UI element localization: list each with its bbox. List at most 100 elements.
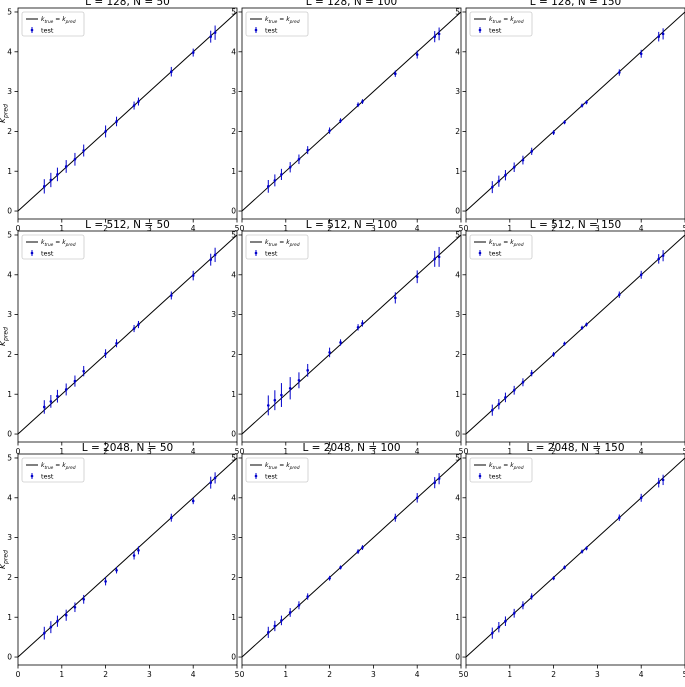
y-tick-label: 0 [455, 430, 460, 439]
x-tick-label: 3 [371, 447, 376, 456]
y-tick-label: 5 [455, 8, 460, 17]
y-tick-label: 0 [231, 430, 236, 439]
data-point [521, 380, 525, 384]
subplot-2-1: L = 512, N = 50012345012345kpredktrue = … [0, 219, 240, 456]
x-tick-label: 0 [464, 224, 469, 233]
legend-test-label: test [489, 473, 502, 481]
y-tick-label: 2 [455, 350, 460, 359]
y-tick-label: 4 [231, 493, 236, 502]
data-point [339, 341, 342, 344]
legend-test-label: test [489, 250, 502, 258]
test-series [42, 247, 217, 414]
identity-line [17, 234, 238, 435]
data-point [639, 496, 643, 500]
y-tick-label: 2 [231, 573, 236, 582]
data-point [42, 631, 46, 635]
identity-line [17, 457, 238, 658]
legend-box [469, 457, 533, 483]
data-point [104, 130, 107, 133]
data-point [49, 178, 53, 182]
y-tick-label: 1 [7, 390, 12, 399]
y-tick-label: 3 [7, 533, 12, 542]
legend-box [21, 234, 85, 260]
y-tick-label: 1 [7, 613, 12, 622]
legend-point-swatch [478, 251, 482, 255]
test-series [42, 472, 217, 640]
data-point [137, 100, 140, 103]
x-tick-label: 4 [191, 447, 196, 456]
y-axis-label: kpred [0, 327, 10, 346]
y-tick-label: 3 [231, 533, 236, 542]
data-point [288, 165, 292, 169]
axes-frame [241, 230, 462, 443]
data-point [137, 549, 140, 552]
y-tick-label: 1 [455, 167, 460, 176]
data-point [512, 611, 516, 615]
data-point [82, 369, 85, 373]
x-tick-label: 1 [283, 447, 288, 456]
data-point [521, 158, 525, 162]
y-tick-label: 3 [455, 310, 460, 319]
data-point [64, 165, 68, 168]
data-point [657, 481, 661, 484]
subplot-2-3: L = 512, N = 150012345012345ktrue = kpre… [455, 219, 685, 456]
legend-box [245, 457, 309, 483]
x-tick-label: 1 [283, 224, 288, 233]
y-tick-label: 0 [455, 653, 460, 662]
data-point [297, 603, 301, 607]
identity-line [241, 234, 462, 435]
x-tick-label: 5 [683, 224, 685, 233]
data-point [437, 255, 441, 259]
data-point [437, 32, 441, 36]
y-tick-label: 1 [455, 613, 460, 622]
data-point [213, 253, 217, 257]
data-point [580, 326, 584, 330]
data-point [191, 51, 195, 54]
data-point [361, 546, 364, 549]
x-tick-label: 2 [327, 224, 332, 233]
data-point [132, 554, 136, 557]
test-series [266, 473, 441, 638]
data-point [266, 404, 270, 407]
y-tick-label: 5 [455, 231, 460, 240]
data-point [328, 351, 331, 354]
y-tick-label: 3 [231, 310, 236, 319]
y-tick-label: 5 [7, 454, 12, 463]
y-tick-label: 2 [455, 573, 460, 582]
legend-box [21, 11, 85, 37]
axes-frame [465, 7, 685, 220]
legend-box [245, 11, 309, 37]
data-point [585, 101, 588, 104]
y-tick-label: 1 [231, 167, 236, 176]
subplot-3-2: L = 2048, N = 100012345012345ktruektrue … [231, 442, 463, 687]
legend-point-swatch [254, 251, 258, 255]
test-series [266, 27, 441, 193]
legend-line-label: ktrue = kpred [489, 239, 524, 248]
data-point [521, 603, 525, 607]
x-tick-label: 5 [235, 670, 240, 679]
x-tick-label: 0 [16, 224, 21, 233]
data-point [563, 566, 566, 569]
data-point [512, 388, 516, 392]
data-point [132, 327, 136, 330]
data-point [328, 129, 331, 132]
data-point [170, 516, 173, 519]
y-tick-label: 4 [7, 47, 12, 56]
y-axis-label: kpred [0, 550, 10, 569]
data-point [497, 625, 501, 629]
y-tick-label: 0 [7, 430, 12, 439]
data-point [339, 566, 342, 569]
x-tick-label: 5 [459, 224, 464, 233]
data-point [585, 547, 588, 550]
x-tick-label: 5 [683, 447, 685, 456]
x-tick-label: 0 [16, 670, 21, 679]
y-tick-label: 0 [455, 207, 460, 216]
legend-line-label: ktrue = kpred [489, 16, 524, 25]
data-point [552, 353, 555, 356]
data-point [580, 104, 584, 107]
y-tick-label: 2 [7, 127, 12, 136]
subplot-title: L = 512, N = 150 [530, 219, 621, 231]
legend-box [469, 234, 533, 260]
